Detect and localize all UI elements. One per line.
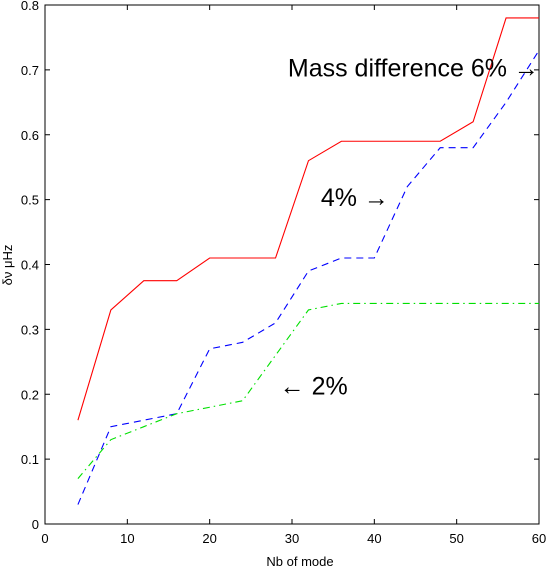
plot-frame (44, 4, 540, 525)
plot-border (44, 4, 540, 525)
series-line-2 (77, 50, 540, 505)
y-tick-label: 0.3 (21, 322, 39, 337)
annotation-label-3: ← 2% (280, 372, 348, 400)
series-line-3 (77, 302, 539, 479)
x-tick-label: 30 (285, 531, 299, 546)
x-tick-label: 50 (449, 531, 463, 546)
x-tick-label: 40 (367, 531, 381, 546)
y-tick-label: 0.6 (21, 128, 39, 143)
y-tick-label: 0.4 (21, 258, 39, 273)
y-tick-label: 0.7 (21, 63, 39, 78)
axis-ticks: 0 10 20 30 40 50 60 0 0.1 0.2 0.3 0.4 0.5 0.6 0.7 0.8 (21, 0, 546, 546)
series-lines (77, 17, 540, 505)
x-axis-title: Nb of mode (266, 554, 333, 569)
x-tick-label: 60 (532, 531, 546, 546)
y-tick-label: 0.5 (21, 193, 39, 208)
y-tick-label: 0.8 (21, 0, 39, 13)
annotations: Mass difference 6% → 4% → ← 2% (280, 54, 539, 400)
annotation-label-2: 4% → (321, 184, 389, 212)
series-line-1 (77, 17, 539, 421)
y-tick-label: 0.2 (21, 387, 39, 402)
x-tick-label: 0 (41, 531, 48, 546)
x-tick-label: 20 (202, 531, 216, 546)
y-axis-title: δν μHz (0, 245, 15, 286)
x-tick-label: 10 (120, 531, 134, 546)
y-tick-label: 0.1 (21, 452, 39, 467)
annotation-label-1: Mass difference 6% → (288, 54, 539, 82)
y-tick-label: 0 (32, 517, 39, 532)
